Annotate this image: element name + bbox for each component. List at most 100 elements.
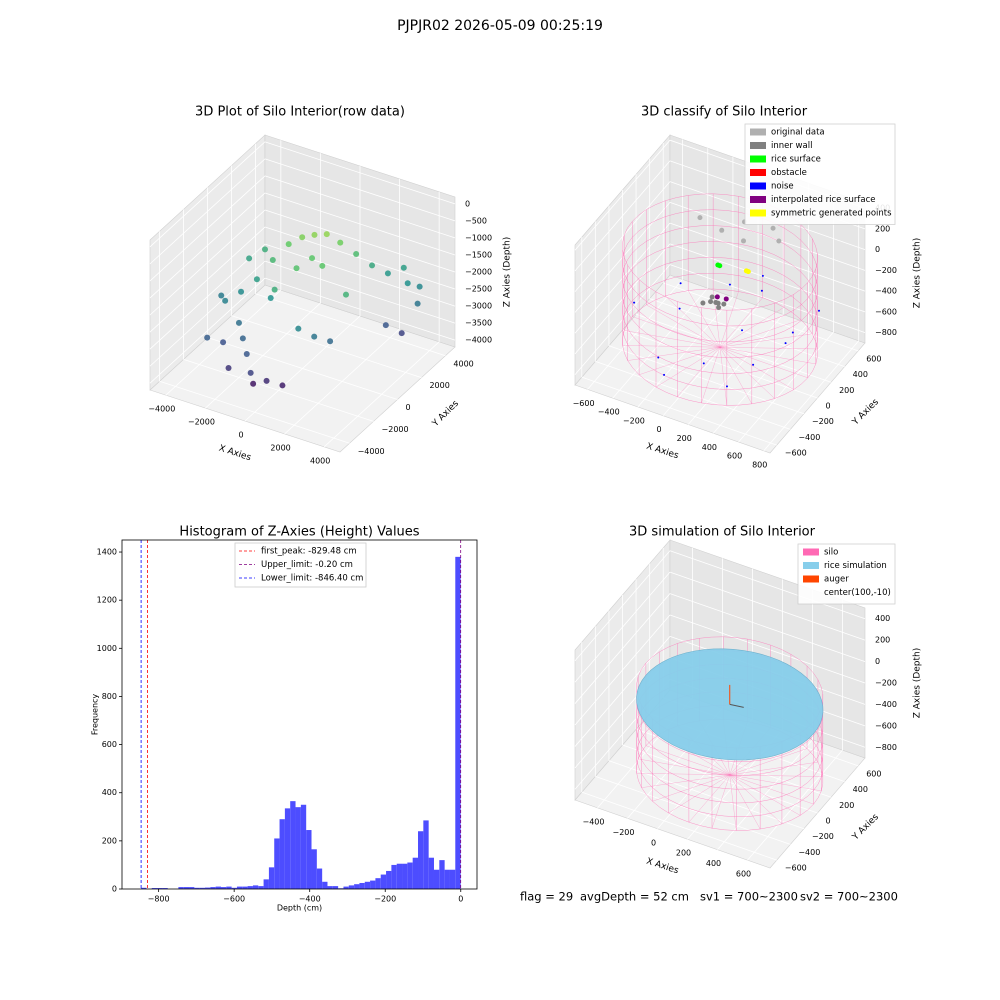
bar	[284, 808, 291, 889]
bar	[306, 830, 312, 889]
bar	[263, 879, 269, 889]
silo-line	[641, 774, 730, 788]
bar	[327, 886, 333, 889]
point	[717, 263, 723, 269]
bar	[316, 868, 323, 889]
y-tick-label: −400	[798, 433, 820, 442]
grid-line	[149, 175, 266, 282]
bar	[157, 888, 163, 889]
x-tick-label: 4000	[310, 456, 330, 465]
y-tick-label: −600	[785, 449, 807, 458]
bar	[370, 880, 376, 889]
bar	[412, 857, 419, 889]
bar	[162, 888, 168, 889]
x-tick-label: −200	[623, 416, 645, 425]
legend-swatch	[750, 128, 766, 136]
point	[725, 385, 728, 388]
silo-line	[719, 347, 808, 378]
point	[225, 365, 232, 372]
silo-line	[719, 347, 775, 399]
z-tick-label: 200	[875, 224, 890, 233]
legend-swatch	[803, 575, 819, 583]
y-tick-label: −4000	[358, 447, 385, 456]
grid-line	[669, 614, 866, 684]
point	[657, 356, 660, 359]
legend-label: noise	[771, 182, 794, 192]
legend-label: obstacle	[771, 168, 807, 178]
bar	[455, 556, 461, 889]
z-tick-label: 400	[875, 614, 890, 623]
bar	[332, 886, 339, 889]
bar	[242, 886, 248, 889]
silo-line	[622, 345, 721, 348]
x-tick-label: 2000	[270, 443, 290, 452]
bar	[407, 862, 413, 889]
grid-line	[231, 315, 422, 379]
grid-line	[149, 243, 266, 350]
point	[400, 264, 407, 271]
x-tick-label: 0	[657, 425, 662, 434]
point	[218, 292, 225, 299]
grid-line	[149, 141, 266, 248]
grid-line	[264, 158, 456, 222]
y-tick-label: 2000	[429, 381, 449, 390]
x-tick-label: −400	[299, 895, 321, 904]
point	[679, 282, 682, 285]
bar	[274, 838, 280, 889]
point	[770, 225, 776, 231]
legend-swatch	[803, 548, 819, 556]
point	[204, 334, 211, 341]
x-tick-label: −600	[573, 399, 595, 408]
point	[678, 307, 681, 310]
x-tick-label: −800	[148, 895, 170, 904]
silo-line	[639, 347, 721, 375]
y-tick-label: 400	[853, 370, 868, 379]
bar	[178, 887, 184, 889]
legend-swatch	[750, 182, 766, 190]
grid-line	[264, 260, 456, 324]
grid-line	[255, 293, 446, 357]
grid-line	[669, 202, 866, 271]
grid-line	[649, 298, 845, 367]
x-axis-label: X Axies	[217, 444, 252, 464]
silo-line	[688, 774, 730, 823]
point	[267, 294, 274, 301]
silo-line	[632, 316, 721, 348]
point	[323, 231, 330, 238]
x-tick-label: −400	[598, 408, 620, 417]
silo-line	[636, 773, 730, 776]
z-tick-label: −3000	[465, 302, 492, 311]
bar	[423, 820, 429, 889]
z-tick-label: 0	[465, 199, 470, 208]
point	[791, 331, 794, 334]
bar	[380, 874, 387, 889]
x-tick-label: 200	[677, 434, 692, 443]
point	[279, 382, 286, 389]
legend-label: interpolated rice surface	[771, 195, 876, 205]
grid-line	[622, 329, 818, 399]
y-tick-label: −600	[785, 864, 807, 873]
grid-line	[669, 593, 866, 662]
plot-frame	[121, 539, 478, 890]
z-axis-label: Z Axies (Depth)	[503, 237, 513, 308]
bar	[439, 860, 445, 889]
legend-label: inner wall	[771, 141, 812, 151]
point	[293, 265, 300, 272]
silo-line	[719, 347, 728, 406]
grid-line	[574, 160, 671, 272]
point	[713, 299, 719, 305]
point	[246, 255, 253, 262]
point	[311, 333, 318, 340]
x-tick-label: 200	[676, 849, 691, 858]
legend-label: center(100,-10)	[824, 588, 891, 598]
point	[239, 335, 246, 342]
grid-line	[264, 192, 456, 256]
z-tick-label: −1500	[465, 250, 492, 259]
grid-line	[669, 264, 866, 334]
y-tick-label: −200	[812, 832, 834, 841]
x-tick-label: 600	[727, 452, 742, 461]
bar	[428, 857, 434, 889]
z-tick-label: −800	[875, 743, 897, 752]
point	[709, 294, 715, 300]
grid-line	[264, 243, 456, 307]
